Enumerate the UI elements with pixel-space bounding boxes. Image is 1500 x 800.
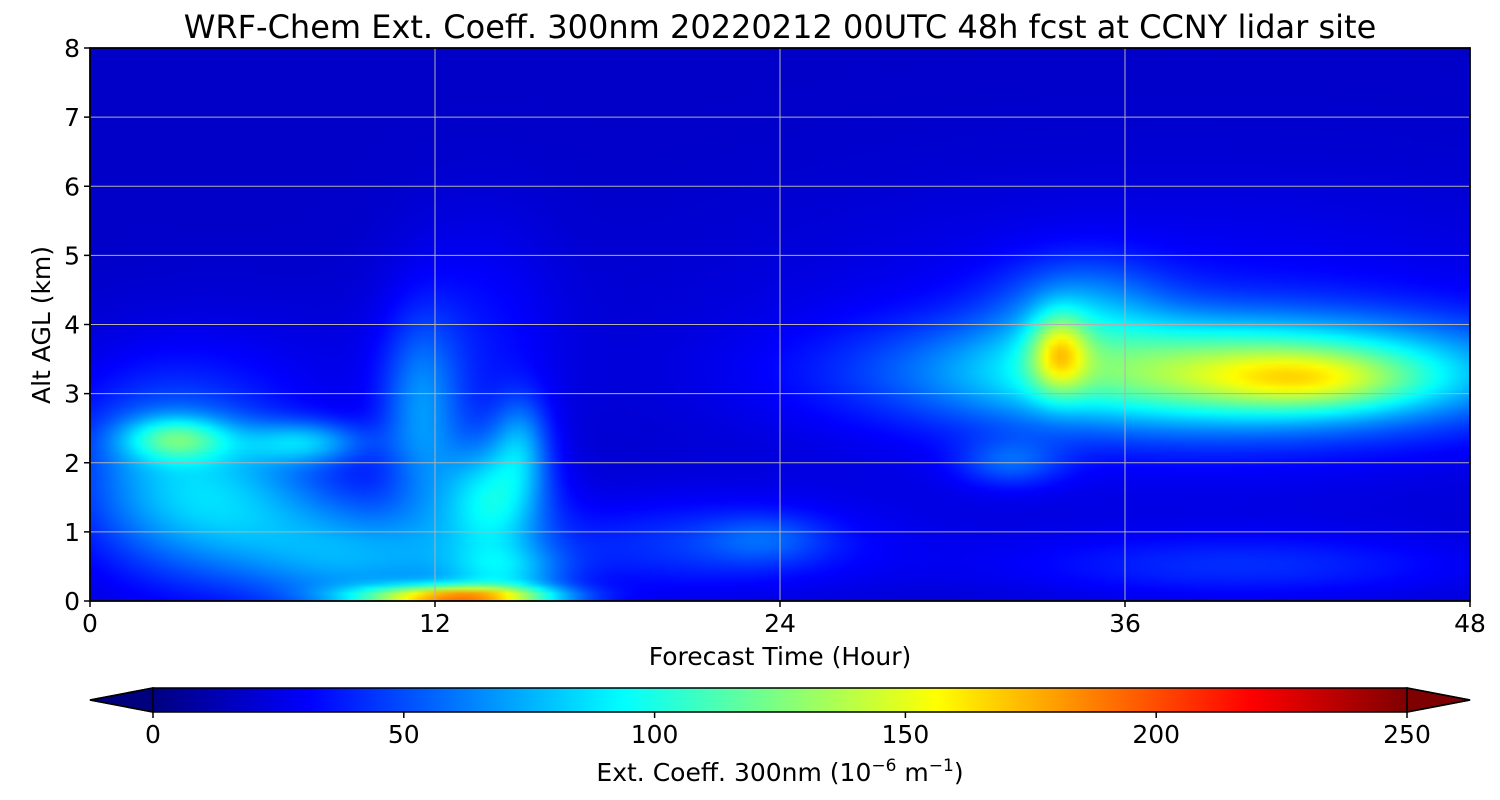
colorbar-tick-label: 200 [1132,720,1180,749]
x-tick-label: 0 [82,609,98,638]
y-axis: 0 1 2 3 4 5 6 7 8 [64,34,90,616]
y-tick-label: 2 [64,449,80,478]
x-axis-label: Forecast Time (Hour) [649,642,912,671]
y-tick-label: 5 [64,241,80,270]
colorbar-tick-label: 0 [145,720,161,749]
chart-title: WRF-Chem Ext. Coeff. 300nm 20220212 00UT… [184,8,1377,46]
x-tick-label: 36 [1109,609,1141,638]
colorbar-tick-label: 250 [1383,720,1431,749]
colorbar-tick-label: 100 [631,720,679,749]
y-tick-label: 3 [64,380,80,409]
y-tick-label: 7 [64,103,80,132]
x-axis: 0 12 24 36 48 [82,601,1486,638]
grid-lines [90,48,1470,601]
colorbar-ticks: 0 50 100 150 200 250 [145,712,1431,749]
colorbar-extend-low [89,687,154,713]
x-tick-label: 48 [1454,609,1486,638]
x-tick-label: 24 [764,609,796,638]
y-tick-label: 6 [64,172,80,201]
plot-area [89,47,1471,602]
colorbar-label: Ext. Coeff. 300nm (10−6 m−1) [596,756,963,787]
colorbar-tick-label: 150 [882,720,930,749]
colorbar-tick-label: 50 [388,720,420,749]
colorbar-gradient [153,688,1407,712]
y-tick-label: 0 [64,587,80,616]
y-tick-label: 1 [64,518,80,547]
y-axis-label: Alt AGL (km) [27,246,56,404]
x-tick-label: 12 [419,609,451,638]
y-tick-label: 8 [64,34,80,63]
y-tick-label: 4 [64,311,80,340]
colorbar: 0 50 100 150 200 250 Ext. Coeff. 300nm (10−6 … [89,687,1471,787]
colorbar-extend-high [1406,687,1471,713]
